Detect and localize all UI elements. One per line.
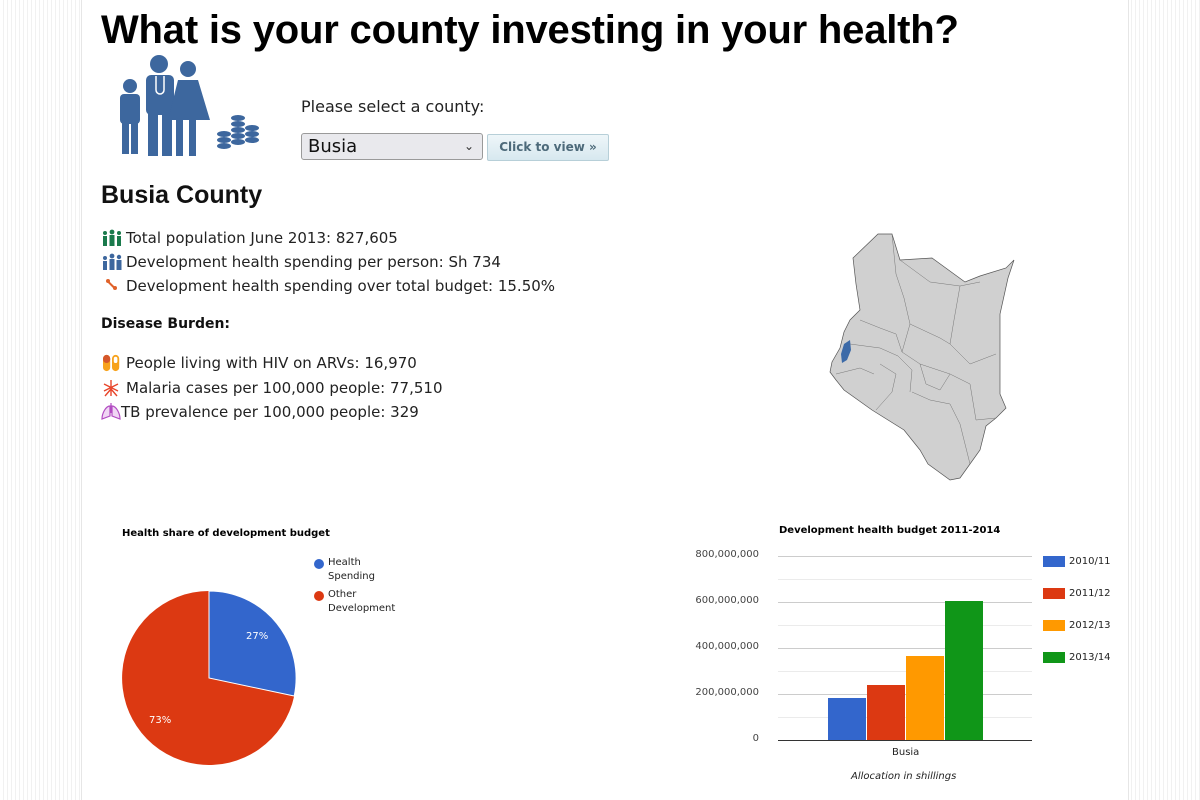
x-axis: [778, 740, 1032, 741]
y-tick: 800,000,000: [695, 549, 759, 560]
pie-slice-other[interactable]: [122, 591, 295, 765]
county-select-value: Busia: [308, 136, 358, 157]
legend-label: 2012/13: [1069, 620, 1111, 631]
y-tick: 0: [752, 733, 759, 744]
stat-percent-budget: Development health spending over total b…: [101, 277, 555, 295]
chevron-down-icon: ⌄: [463, 139, 474, 153]
legend-label: 2011/12: [1069, 588, 1111, 599]
legend-label: 2010/11: [1069, 556, 1111, 567]
stat-hiv: People living with HIV on ARVs: 16,970: [101, 354, 417, 372]
stat-malaria-text: Malaria cases per 100,000 people: 77,510: [126, 379, 443, 397]
gridline-minor: [778, 625, 1032, 626]
pie-label-health: 27%: [246, 631, 268, 642]
stat-hiv-text: People living with HIV on ARVs: 16,970: [126, 354, 417, 372]
pie-label-other: 73%: [149, 715, 171, 726]
stat-per-person-text: Development health spending per person: …: [126, 253, 501, 271]
pie-chart-title: Health share of development budget: [122, 528, 330, 539]
bar-chart-title: Development health budget 2011-2014: [779, 525, 1001, 536]
map-kenya-outline: [829, 233, 1015, 481]
pie-legend-other: Other Development: [328, 589, 396, 614]
legend-swatch: [1043, 588, 1065, 599]
pie-slice-health[interactable]: [208, 591, 296, 697]
legend-dot-health: [314, 559, 324, 569]
y-tick: 600,000,000: [695, 595, 759, 606]
stat-tb: TB prevalence per 100,000 people: 329: [101, 403, 419, 421]
gridline: [778, 556, 1032, 557]
legend-swatch: [1043, 652, 1065, 663]
kenya-county-map[interactable]: [820, 224, 1020, 484]
bar-2011-12[interactable]: [867, 685, 905, 740]
pie-chart: 27% 73%: [122, 591, 296, 765]
gridline: [778, 648, 1032, 649]
gridline-minor: [778, 579, 1032, 580]
page-title: What is your county investing in your he…: [101, 8, 959, 52]
stat-percent-budget-text: Development health spending over total b…: [126, 277, 556, 295]
bar-legend-2013-14: 2013/14: [1043, 651, 1111, 665]
stat-population: Total population June 2013: 827,605: [101, 229, 398, 247]
stat-per-person: Development health spending per person: …: [101, 253, 501, 271]
legend-dot-other: [314, 591, 324, 601]
county-select-label: Please select a county:: [301, 97, 485, 116]
bar-legend-2011-12: 2011/12: [1043, 587, 1111, 601]
legend-swatch: [1043, 620, 1065, 631]
gridline-minor: [778, 717, 1032, 718]
gridline-minor: [778, 671, 1032, 672]
page-content: What is your county investing in your he…: [81, 0, 1129, 800]
lungs-icon: [101, 403, 121, 420]
x-category-label: Busia: [892, 747, 920, 758]
y-tick: 200,000,000: [695, 687, 759, 698]
per-person-icon: [103, 253, 122, 270]
pill-icon: [103, 354, 120, 372]
bar-2010-11[interactable]: [828, 698, 866, 740]
county-select[interactable]: Busia ⌄: [301, 133, 483, 160]
stat-population-text: Total population June 2013: 827,605: [126, 229, 398, 247]
stat-malaria: Malaria cases per 100,000 people: 77,510: [101, 379, 443, 397]
percent-icon: [106, 279, 117, 290]
bar-legend-2010-11: 2010/11: [1043, 555, 1111, 569]
pie-legend-health: Health Spending: [328, 557, 375, 582]
disease-burden-heading: Disease Burden:: [101, 316, 231, 332]
bar-legend-2012-13: 2012/13: [1043, 619, 1111, 633]
county-title: Busia County: [101, 181, 263, 209]
legend-swatch: [1043, 556, 1065, 567]
map-county-busia[interactable]: [841, 340, 851, 363]
legend-label: 2013/14: [1069, 652, 1111, 663]
stat-tb-text: TB prevalence per 100,000 people: 329: [121, 403, 419, 421]
bar-2013-14[interactable]: [945, 601, 983, 740]
bar-2012-13[interactable]: [906, 656, 944, 740]
click-to-view-button[interactable]: Click to view »: [487, 134, 609, 161]
gridline: [778, 602, 1032, 603]
family-health-icon: [120, 55, 259, 156]
gridline: [778, 694, 1032, 695]
population-icon: [103, 229, 121, 246]
map-county-borders: [835, 233, 997, 465]
mosquito-icon: [103, 380, 119, 397]
y-tick: 400,000,000: [695, 641, 759, 652]
x-axis-title: Allocation in shillings: [851, 771, 957, 782]
